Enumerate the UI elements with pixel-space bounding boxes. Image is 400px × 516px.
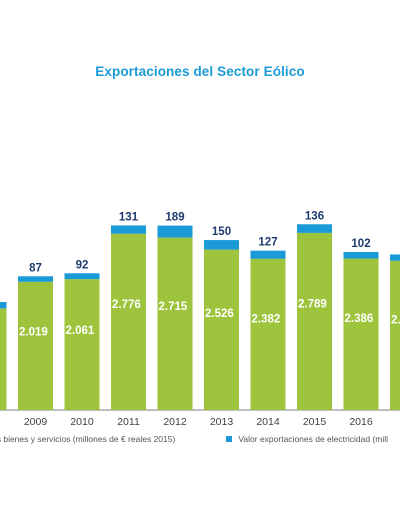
- value-label-goods-2014: 2.382: [252, 313, 281, 325]
- bar-electricity-2015: [297, 224, 332, 233]
- bar-electricity-2013: [204, 240, 239, 250]
- bar-electricity-2008: [0, 302, 7, 309]
- value-label-goods-2011: 2.776: [112, 299, 141, 311]
- x-tick-label-2009: 2009: [24, 416, 48, 428]
- legend-item-goods: os bienes y servicios (millones de € rea…: [0, 434, 175, 444]
- value-label-goods-2016: 2.386: [345, 313, 374, 325]
- x-tick-label-2011: 2011: [117, 416, 140, 428]
- x-tick-label-2010: 2010: [70, 416, 94, 428]
- bar-electricity-2012: [157, 225, 193, 238]
- bar-goods-2008: [0, 308, 7, 410]
- value-label-electricity-2014: 127: [258, 237, 277, 249]
- x-tick-label-2012: 2012: [163, 416, 187, 428]
- value-label-electricity-2016: 102: [351, 238, 370, 250]
- value-label-goods-2012: 2.715: [159, 301, 188, 313]
- legend-label-electricity: Valor exportaciones de electricidad (mil…: [238, 434, 388, 444]
- bar-goods-2014: [250, 258, 286, 410]
- value-label-electricity-2013: 150: [212, 226, 231, 238]
- bar-goods-2016: [343, 258, 379, 410]
- value-label-electricity-2009: 87: [29, 262, 42, 274]
- value-label-goods-2009: 2.019: [19, 327, 48, 339]
- bar-electricity-2017: [390, 254, 400, 261]
- legend-label-goods: os bienes y servicios (millones de € rea…: [0, 434, 176, 444]
- x-tick-label-2016: 2016: [349, 416, 373, 428]
- bar-electricity-2009: [18, 276, 53, 282]
- value-label-electricity-2010: 92: [76, 259, 89, 271]
- bar-goods-2017: [390, 260, 400, 410]
- legend-swatch-electricity: [226, 436, 232, 442]
- bar-electricity-2014: [250, 250, 286, 259]
- bar-goods-2013: [204, 249, 239, 410]
- value-label-goods-2013: 2.526: [205, 308, 234, 320]
- value-label-electricity-2015: 136: [305, 210, 324, 222]
- bar-electricity-2010: [64, 273, 100, 280]
- x-tick-label-2013: 2013: [210, 416, 234, 428]
- value-label-electricity-2012: 189: [165, 212, 184, 224]
- bar-goods-2012: [157, 237, 193, 410]
- value-label-goods-2015: 2.789: [298, 298, 327, 310]
- chart-title: Exportaciones del Sector Eólico: [95, 64, 305, 79]
- bar-goods-2015: [297, 232, 332, 410]
- bar-goods-2010: [64, 279, 100, 410]
- x-tick-label-2014: 2014: [256, 416, 280, 428]
- value-label-goods-2010: 2.061: [66, 325, 95, 337]
- x-tick-label-2015: 2015: [303, 416, 327, 428]
- bar-electricity-2016: [343, 252, 379, 259]
- value-label-goods-2017: 2.: [391, 314, 400, 326]
- value-label-electricity-2011: 131: [119, 211, 139, 223]
- bar-goods-2011: [111, 233, 146, 410]
- legend-item-electricity: Valor exportaciones de electricidad (mil…: [226, 434, 388, 444]
- bar-electricity-2011: [111, 225, 146, 234]
- bar-goods-2009: [18, 281, 53, 410]
